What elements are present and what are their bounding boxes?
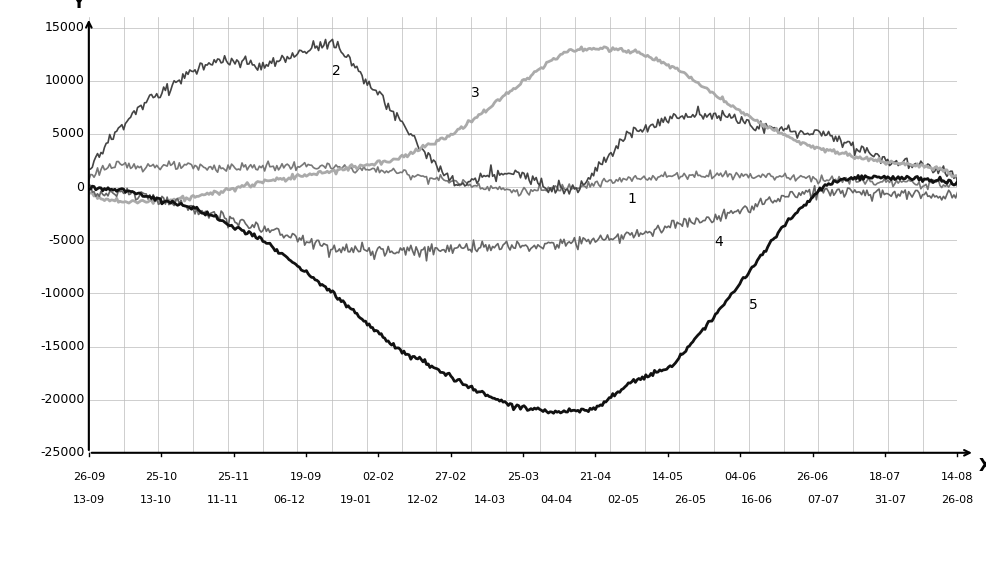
- Text: 18-07: 18-07: [868, 472, 900, 482]
- Text: 14-03: 14-03: [473, 495, 505, 505]
- Text: 04-06: 04-06: [724, 472, 755, 482]
- Text: 27-02: 27-02: [434, 472, 466, 482]
- Text: 13-10: 13-10: [139, 495, 172, 505]
- Text: 19-01: 19-01: [339, 495, 372, 505]
- Text: 26-06: 26-06: [796, 472, 828, 482]
- Text: 25-10: 25-10: [145, 472, 177, 482]
- Text: 25-11: 25-11: [217, 472, 249, 482]
- Text: -5000: -5000: [48, 234, 85, 247]
- Text: -25000: -25000: [40, 447, 85, 459]
- Text: -15000: -15000: [40, 340, 85, 353]
- Text: 2: 2: [331, 65, 340, 79]
- Text: Y: Y: [72, 0, 85, 12]
- Text: 5: 5: [748, 298, 757, 312]
- Text: 25-03: 25-03: [507, 472, 538, 482]
- Text: 26-08: 26-08: [941, 495, 972, 505]
- Text: 06-12: 06-12: [273, 495, 305, 505]
- Text: -20000: -20000: [40, 393, 85, 406]
- Text: 5000: 5000: [52, 127, 85, 140]
- Text: 26-05: 26-05: [673, 495, 706, 505]
- Text: X: X: [978, 457, 986, 475]
- Text: -10000: -10000: [40, 287, 85, 300]
- Text: 10000: 10000: [44, 74, 85, 87]
- Text: 16-06: 16-06: [740, 495, 772, 505]
- Text: 15000: 15000: [44, 21, 85, 34]
- Text: 0: 0: [76, 181, 85, 194]
- Text: 04-04: 04-04: [540, 495, 572, 505]
- Text: 02-05: 02-05: [606, 495, 639, 505]
- Text: 02-02: 02-02: [362, 472, 394, 482]
- Text: 31-07: 31-07: [874, 495, 906, 505]
- Text: 21-04: 21-04: [579, 472, 611, 482]
- Text: 19-09: 19-09: [290, 472, 321, 482]
- Text: 1: 1: [627, 192, 636, 206]
- Text: 3: 3: [470, 85, 479, 100]
- Text: 07-07: 07-07: [807, 495, 839, 505]
- Text: 26-09: 26-09: [73, 472, 105, 482]
- Text: 14-05: 14-05: [651, 472, 683, 482]
- Text: 14-08: 14-08: [941, 472, 972, 482]
- Text: 4: 4: [714, 234, 722, 248]
- Text: 12-02: 12-02: [406, 495, 439, 505]
- Text: 13-09: 13-09: [73, 495, 105, 505]
- Text: 11-11: 11-11: [206, 495, 239, 505]
